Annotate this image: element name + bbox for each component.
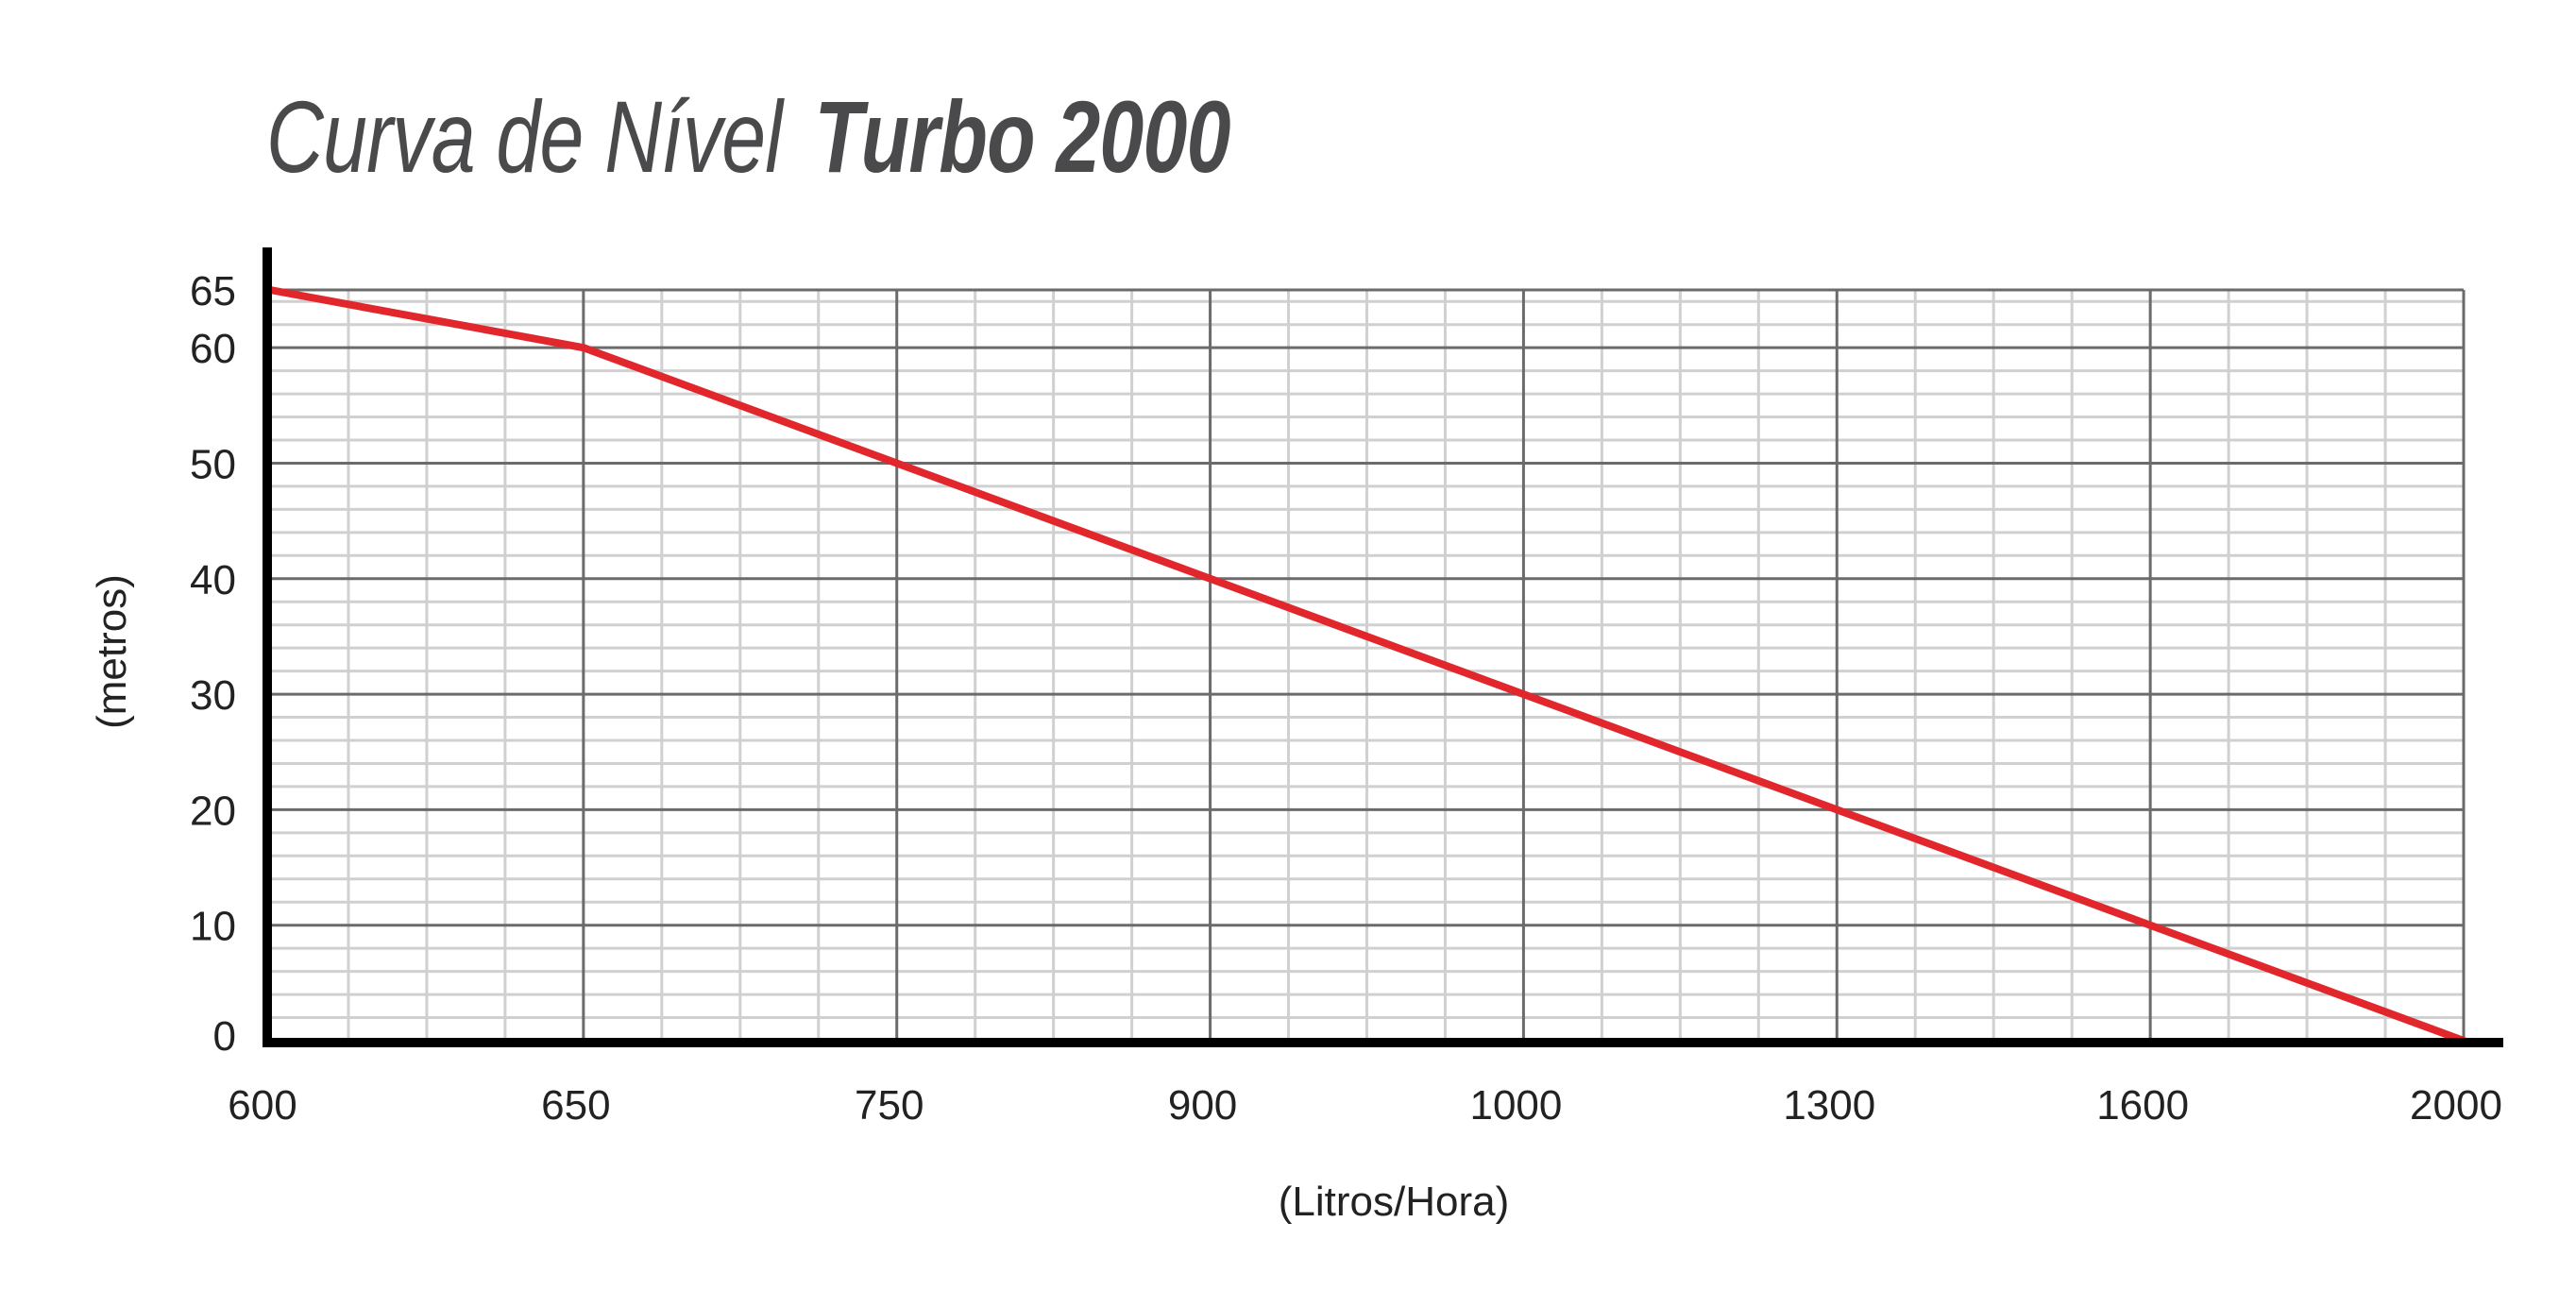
y-tick-label: 50 (190, 441, 236, 487)
y-tick-label: 10 (190, 904, 236, 950)
x-tick-label: 900 (1168, 1082, 1237, 1129)
x-tick-labels: 600 650 750 900 1000 1300 1600 2000 (228, 1082, 2502, 1129)
x-tick-label: 1000 (1469, 1082, 1562, 1129)
y-tick-label: 65 (190, 268, 236, 314)
y-axis-title: (metros) (89, 574, 135, 729)
chart-title-light: Curva de Nível (266, 79, 783, 194)
y-tick-labels: 0 10 20 30 40 50 60 65 (190, 268, 236, 1060)
y-tick-label: 20 (190, 788, 236, 834)
x-tick-label: 1600 (2096, 1082, 2189, 1129)
x-tick-label: 650 (541, 1082, 610, 1129)
series-layer (266, 286, 2467, 1044)
y-tick-label: 0 (213, 1013, 236, 1060)
x-tick-label: 600 (228, 1082, 297, 1129)
x-tick-label: 1300 (1783, 1082, 1875, 1129)
x-tick-label: 2000 (2410, 1082, 2502, 1129)
series-line (266, 286, 2467, 1044)
y-tick-label: 40 (190, 557, 236, 603)
axes (263, 247, 2503, 1047)
chart-title: Curva de Nível Turbo 2000 (266, 77, 1230, 195)
major-gridlines (270, 288, 2466, 1041)
x-tick-label: 750 (855, 1082, 924, 1129)
x-axis-title: (Litros/Hora) (1279, 1179, 1510, 1225)
minor-gridlines (270, 290, 2464, 1041)
y-tick-label: 60 (190, 326, 236, 372)
chart-title-bold: Turbo 2000 (814, 79, 1231, 194)
y-tick-label: 30 (190, 672, 236, 719)
